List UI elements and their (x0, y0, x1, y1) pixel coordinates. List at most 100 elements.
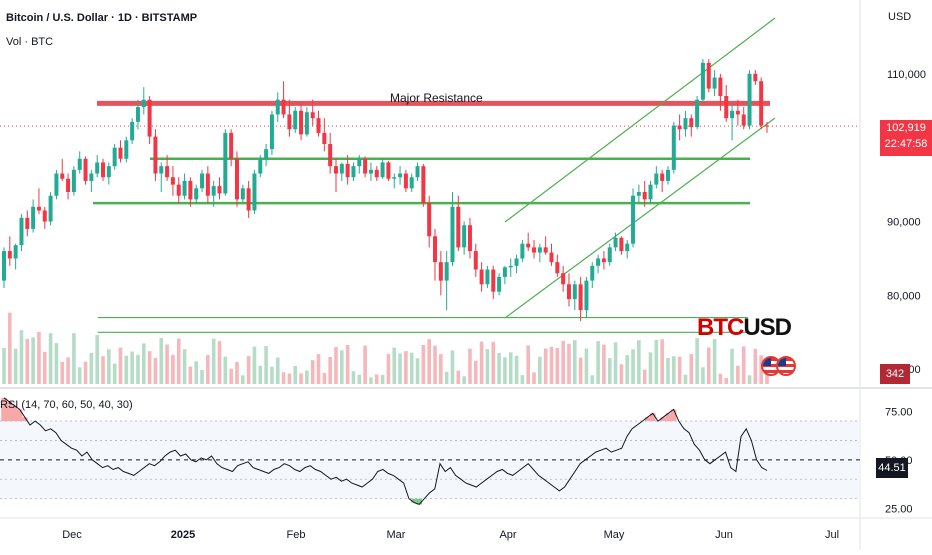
volume-bar (95, 334, 99, 384)
time-tick-label: Feb (287, 529, 306, 541)
candle-body (683, 118, 688, 130)
candle-body (596, 258, 601, 266)
candle-body (427, 203, 432, 237)
price-tick-label: 90,000 (887, 217, 921, 229)
rsi-legend[interactable]: RSI (14, 70, 60, 50, 40, 30) (0, 399, 133, 411)
volume-bar (718, 373, 723, 384)
volume-bar (654, 339, 659, 384)
candle-body (95, 162, 100, 174)
candle-body (36, 206, 41, 211)
volume-bar (188, 366, 193, 384)
candle-body (363, 158, 368, 174)
candle-body (229, 132, 234, 159)
candle-body (619, 237, 624, 252)
candle-body (205, 173, 210, 196)
candle-body (765, 125, 769, 127)
candle-body (374, 169, 379, 178)
volume-bar (66, 357, 70, 384)
volume-bar (194, 361, 199, 384)
volume-bar (543, 348, 548, 384)
rsi-oversold-fill (416, 498, 423, 505)
volume-bar (369, 377, 373, 384)
volume-bar (281, 372, 286, 384)
volume-bar (514, 355, 519, 384)
volume-bar (299, 373, 303, 384)
candle-body (415, 166, 420, 178)
rsi-pane (0, 397, 860, 505)
volume-bar (596, 341, 600, 384)
volume-bar (485, 349, 490, 384)
candle-body (101, 162, 106, 178)
volume-bar (235, 361, 239, 384)
volume-bar (386, 354, 391, 384)
candle-body (386, 162, 391, 179)
volume-bar (503, 357, 507, 384)
volume-bar (223, 356, 228, 384)
candle-body (613, 237, 618, 248)
volume-bar (182, 349, 187, 384)
candle-body (357, 158, 362, 167)
candle-body (584, 280, 589, 311)
rsi-overbought-fill (650, 413, 656, 422)
volume-bar (462, 376, 466, 384)
candle-body (351, 166, 356, 178)
candle-body (264, 149, 269, 159)
candle-body (310, 112, 315, 119)
candle-body (165, 166, 170, 178)
volume-bar (270, 366, 274, 384)
volume-bar (491, 341, 496, 384)
rsi-tick-label: 75.00 (885, 406, 913, 418)
candle-body (566, 284, 571, 300)
symbol-title[interactable]: Bitcoin / U.S. Dollar · 1D · BITSTAMP (6, 12, 198, 24)
volume-bar (217, 341, 222, 384)
candle-body (532, 247, 537, 253)
time-tick-label: 2025 (171, 529, 195, 541)
volume-bar (316, 354, 321, 384)
volume-bar (567, 343, 571, 384)
candle-body (514, 258, 519, 266)
candle-body (141, 99, 146, 108)
candle-body (135, 107, 140, 122)
candles (2, 59, 769, 322)
volume-bar (468, 348, 472, 384)
volume-bar (83, 361, 88, 384)
candle-body (526, 243, 531, 248)
volume-bar (555, 347, 560, 384)
candle-body (392, 177, 397, 179)
bar-countdown: 22:47:58 (884, 138, 928, 150)
candle-body (182, 180, 187, 196)
time-tick-label: Apr (499, 529, 516, 541)
volume-bar (2, 348, 6, 384)
volume-bar (701, 367, 705, 384)
candle-body (491, 269, 496, 292)
candle-body (147, 99, 152, 137)
candle-body (60, 173, 65, 179)
volume-legend[interactable]: Vol · BTC (6, 36, 54, 48)
volume-bar (305, 370, 309, 384)
candle-body (467, 225, 472, 252)
candle-body (19, 217, 24, 246)
volume-bar (8, 312, 12, 384)
volume-bar (421, 344, 426, 384)
candle-body (438, 262, 443, 281)
candle-body (648, 184, 653, 200)
time-tick-label: Jul (825, 529, 839, 541)
volume-bar (141, 343, 146, 384)
candle-body (601, 258, 606, 263)
candle-body (578, 284, 583, 311)
candle-body (724, 96, 729, 119)
volume-bar (264, 346, 268, 384)
candle-body (118, 147, 123, 159)
candle-body (555, 262, 560, 274)
volume-bar (13, 348, 18, 384)
rsi-overbought-fill (11, 405, 18, 422)
candle-body (741, 114, 746, 126)
volume-bar (310, 360, 315, 384)
volume-bar (439, 354, 443, 384)
volume-bar (334, 346, 338, 384)
currency-label[interactable]: USD (888, 11, 912, 23)
candle-body (316, 118, 321, 133)
volume-bar (200, 369, 204, 384)
